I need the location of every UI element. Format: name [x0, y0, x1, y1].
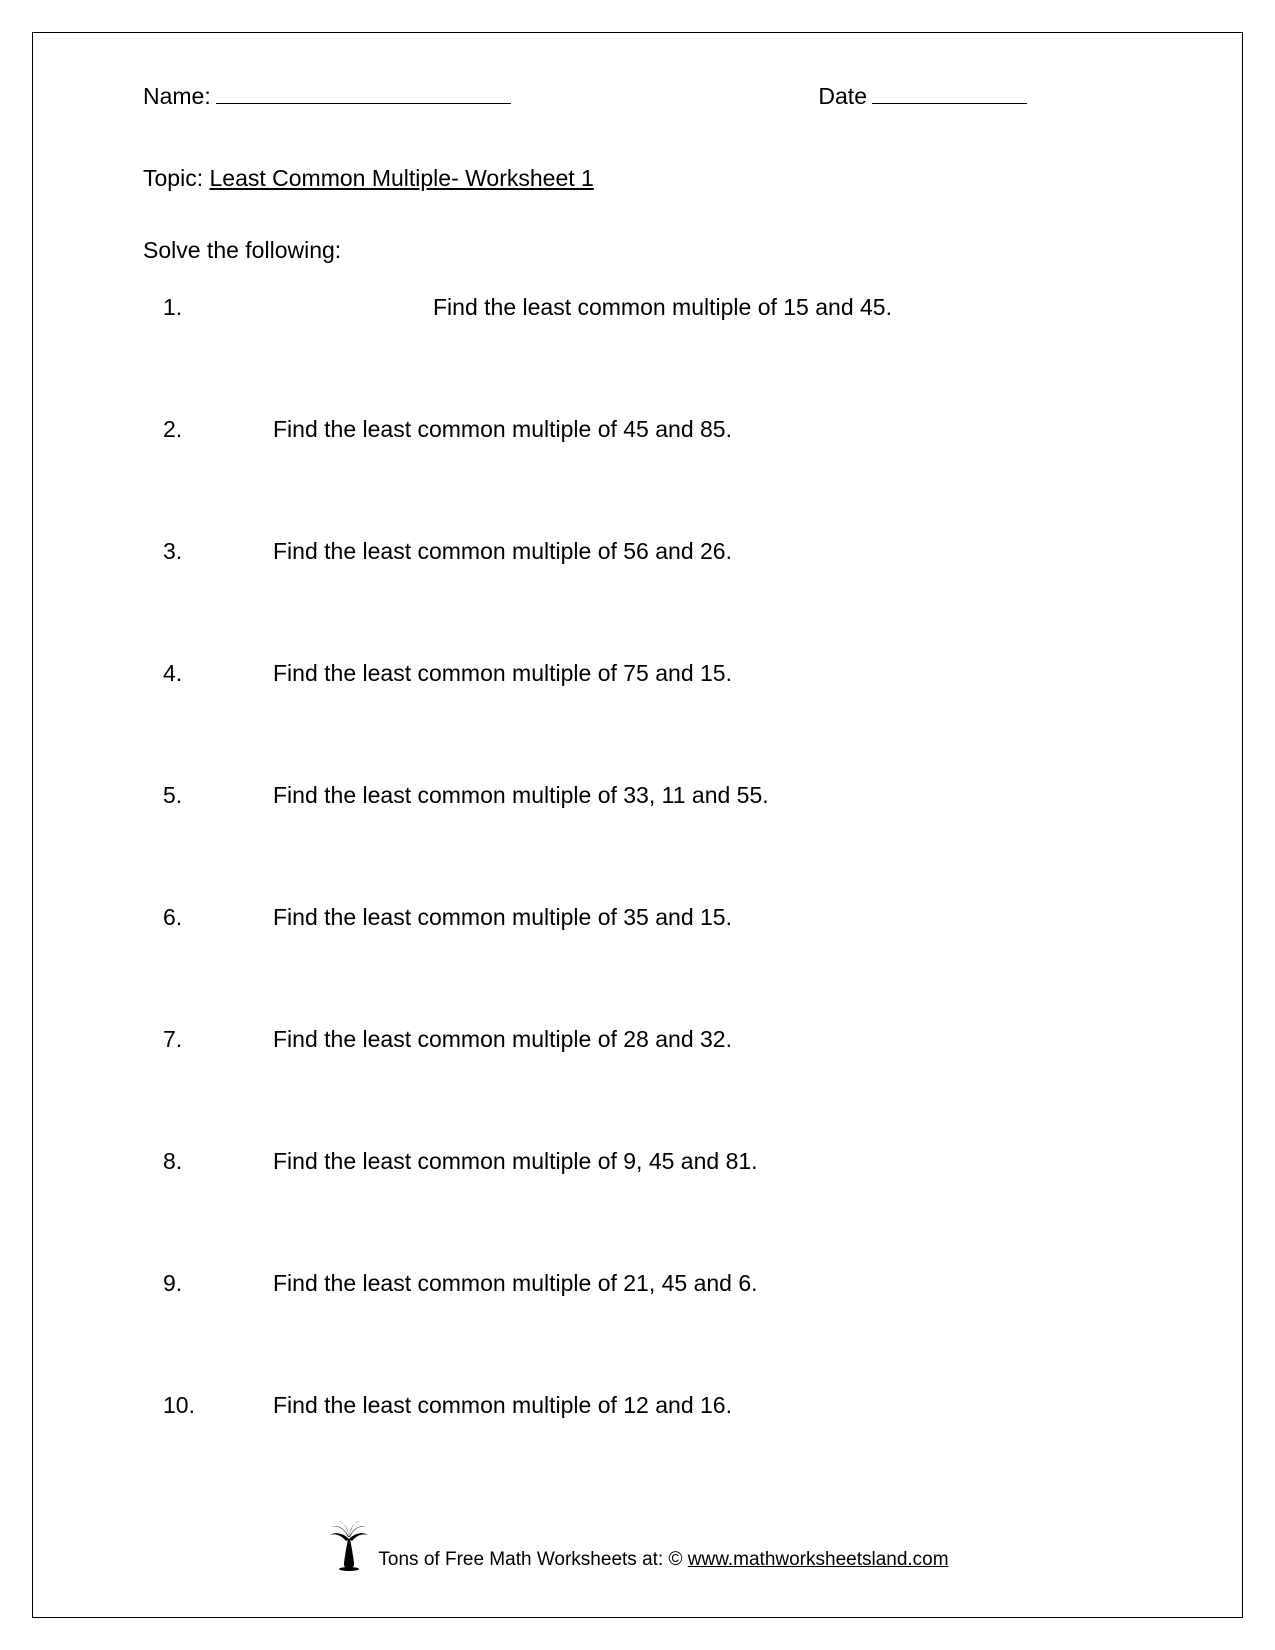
- header-row: Name: Date: [143, 83, 1132, 110]
- name-block: Name:: [143, 83, 511, 110]
- instruction-text: Solve the following:: [143, 237, 1132, 264]
- question-number: 7.: [163, 1026, 273, 1053]
- footer-inner: Tons of Free Math Worksheets at: © www.m…: [326, 1519, 948, 1571]
- footer: Tons of Free Math Worksheets at: © www.m…: [33, 1519, 1242, 1577]
- question-text: Find the least common multiple of 33, 11…: [273, 782, 1132, 809]
- question-number: 1.: [163, 294, 273, 321]
- question-text: Find the least common multiple of 21, 45…: [273, 1270, 1132, 1297]
- question-text: Find the least common multiple of 35 and…: [273, 904, 1132, 931]
- question-6: 6. Find the least common multiple of 35 …: [163, 904, 1132, 931]
- question-text: Find the least common multiple of 45 and…: [273, 416, 1132, 443]
- footer-url: www.mathworksheetsland.com: [688, 1549, 949, 1570]
- question-10: 10. Find the least common multiple of 12…: [163, 1392, 1132, 1419]
- footer-prefix: Tons of Free Math Worksheets at: ©: [378, 1549, 687, 1570]
- name-input-line[interactable]: [216, 103, 511, 104]
- question-number: 2.: [163, 416, 273, 443]
- question-5: 5. Find the least common multiple of 33,…: [163, 782, 1132, 809]
- question-number: 8.: [163, 1148, 273, 1175]
- question-3: 3. Find the least common multiple of 56 …: [163, 538, 1132, 565]
- question-4: 4. Find the least common multiple of 75 …: [163, 660, 1132, 687]
- question-text: Find the least common multiple of 75 and…: [273, 660, 1132, 687]
- question-number: 3.: [163, 538, 273, 565]
- question-text: Find the least common multiple of 28 and…: [273, 1026, 1132, 1053]
- question-number: 9.: [163, 1270, 273, 1297]
- question-text: Find the least common multiple of 15 and…: [273, 294, 1132, 321]
- question-7: 7. Find the least common multiple of 28 …: [163, 1026, 1132, 1053]
- date-input-line[interactable]: [872, 103, 1027, 104]
- question-9: 9. Find the least common multiple of 21,…: [163, 1270, 1132, 1297]
- question-number: 4.: [163, 660, 273, 687]
- page-border: Name: Date Topic: Least Common Multiple-…: [32, 32, 1243, 1618]
- question-8: 8. Find the least common multiple of 9, …: [163, 1148, 1132, 1175]
- question-number: 10.: [163, 1392, 273, 1419]
- name-label: Name:: [143, 83, 211, 110]
- questions-list: 1. Find the least common multiple of 15 …: [143, 294, 1132, 1419]
- question-text: Find the least common multiple of 56 and…: [273, 538, 1132, 565]
- question-number: 6.: [163, 904, 273, 931]
- topic-row: Topic: Least Common Multiple- Worksheet …: [143, 165, 1132, 192]
- topic-title: Least Common Multiple- Worksheet 1: [209, 165, 593, 191]
- question-2: 2. Find the least common multiple of 45 …: [163, 416, 1132, 443]
- question-text: Find the least common multiple of 9, 45 …: [273, 1148, 1132, 1175]
- question-number: 5.: [163, 782, 273, 809]
- palm-tree-icon: [326, 1519, 372, 1571]
- date-label: Date: [818, 83, 867, 110]
- question-1: 1. Find the least common multiple of 15 …: [163, 294, 1132, 321]
- topic-label: Topic:: [143, 165, 209, 191]
- question-text: Find the least common multiple of 12 and…: [273, 1392, 1132, 1419]
- date-block: Date: [818, 83, 1027, 110]
